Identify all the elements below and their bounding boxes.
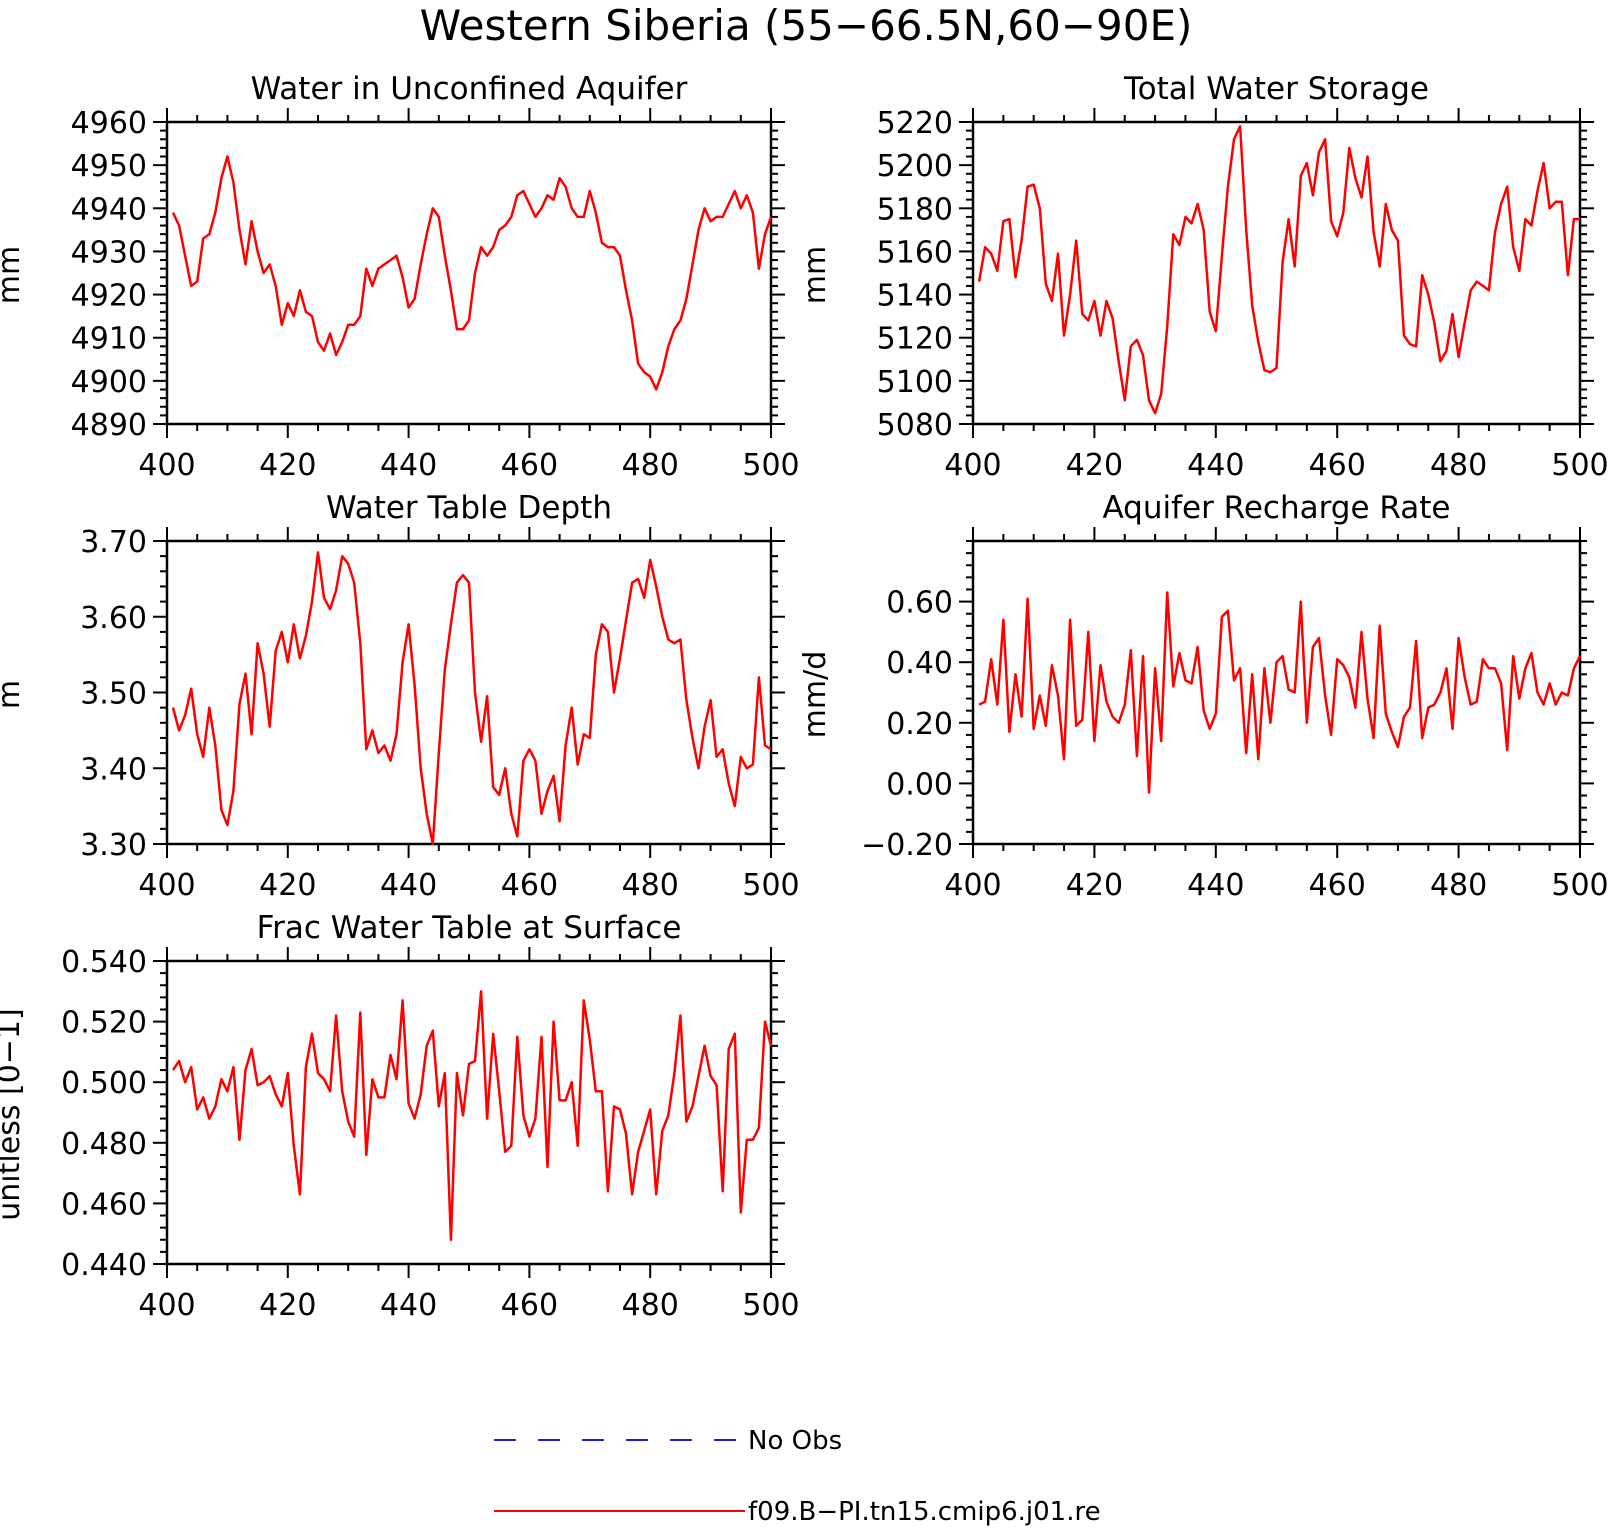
y-tick-label: 0.460 — [61, 1187, 147, 1222]
legend-model-label: f09.B−PI.tn15.cmip6.j01.re — [748, 1497, 1101, 1527]
y-tick-label: 0.60 — [886, 586, 953, 621]
y-tick-label: 0.440 — [61, 1248, 147, 1283]
x-tick-label: 460 — [501, 868, 558, 903]
x-tick-label: 480 — [1430, 868, 1487, 903]
plot-frame — [165, 120, 773, 426]
y-tick-label: −0.20 — [861, 828, 953, 863]
x-tick-label: 440 — [380, 868, 437, 903]
panel-total-water-storage: Total Water Storage mm 400 420 440 460 480 500 5… — [798, 71, 1609, 483]
panel-frac-water-table: Frac Water Table at Surface unitless [0−1… — [0, 910, 800, 1323]
panel-title: Frac Water Table at Surface — [257, 910, 682, 946]
panel-title: Total Water Storage — [1123, 71, 1429, 107]
y-tick-label: 5140 — [877, 279, 953, 314]
x-tick-label: 440 — [1187, 868, 1244, 903]
y-tick-label: 5220 — [877, 106, 953, 141]
y-tick-label: 3.40 — [80, 752, 147, 787]
x-tick-label: 480 — [622, 448, 679, 483]
y-tick-label: 3.70 — [80, 525, 147, 560]
figure-title: Western Siberia (55−66.5N,60−90E) — [420, 1, 1193, 50]
y-axis-label: mm — [0, 246, 27, 304]
y-tick-label: 4920 — [71, 279, 147, 314]
x-tick-label: 420 — [259, 868, 316, 903]
y-axis-label: unitless [0−1] — [0, 1008, 27, 1220]
x-tick-label: 420 — [1066, 448, 1123, 483]
x-tick-label: 400 — [944, 868, 1001, 903]
x-tick-label: 500 — [742, 1288, 799, 1323]
y-tick-label: 0.540 — [61, 945, 147, 980]
x-tick-label: 440 — [380, 448, 437, 483]
y-tick-label: 4890 — [71, 408, 147, 443]
y-tick-label: 4930 — [71, 235, 147, 270]
x-tick-label: 440 — [380, 1288, 437, 1323]
y-tick-label: 5080 — [877, 408, 953, 443]
y-tick-label: 3.30 — [80, 828, 147, 863]
y-tick-label: 0.520 — [61, 1006, 147, 1041]
plot-frame — [971, 120, 1582, 426]
x-tick-label: 420 — [259, 448, 316, 483]
legend: No Obs f09.B−PI.tn15.cmip6.j01.re — [494, 1426, 1101, 1527]
y-tick-label: 0.00 — [886, 767, 953, 802]
y-tick-label: 4960 — [71, 106, 147, 141]
y-tick-label: 5160 — [877, 235, 953, 270]
y-axis-label: mm — [798, 246, 833, 304]
y-tick-label: 5120 — [877, 322, 953, 357]
x-tick-label: 460 — [1309, 868, 1366, 903]
y-tick-label: 5180 — [877, 192, 953, 227]
series-line — [977, 125, 1580, 415]
series-line — [171, 155, 773, 391]
y-tick-label: 4950 — [71, 149, 147, 184]
panel-title: Water in Unconfined Aquifer — [251, 71, 688, 107]
x-tick-label: 460 — [501, 448, 558, 483]
x-tick-label: 480 — [622, 1288, 679, 1323]
y-tick-label: 0.40 — [886, 646, 953, 681]
x-tick-label: 400 — [944, 448, 1001, 483]
y-tick-label: 4940 — [71, 192, 147, 227]
legend-no-obs-label: No Obs — [748, 1426, 842, 1456]
x-tick-label: 420 — [259, 1288, 316, 1323]
y-tick-label: 0.20 — [886, 707, 953, 742]
y-tick-label: 5200 — [877, 149, 953, 184]
x-tick-label: 500 — [742, 448, 799, 483]
y-tick-label: 0.480 — [61, 1127, 147, 1162]
x-tick-label: 420 — [1066, 868, 1123, 903]
y-axis-label: mm/d — [798, 651, 833, 739]
x-tick-label: 480 — [622, 868, 679, 903]
x-tick-label: 500 — [742, 868, 799, 903]
x-tick-label: 400 — [138, 448, 195, 483]
x-tick-label: 400 — [138, 868, 195, 903]
series-line — [171, 551, 772, 846]
y-tick-label: 4900 — [71, 365, 147, 400]
x-tick-label: 500 — [1551, 448, 1608, 483]
x-tick-label: 440 — [1187, 448, 1244, 483]
x-tick-label: 460 — [501, 1288, 558, 1323]
x-tick-label: 400 — [138, 1288, 195, 1323]
panel-water-table-depth: Water Table Depth m 400 420 440 460 480 500 3.30… — [0, 490, 800, 903]
y-tick-label: 4910 — [71, 322, 147, 357]
x-tick-label: 480 — [1430, 448, 1487, 483]
y-tick-label: 3.50 — [80, 677, 147, 712]
series-line — [171, 990, 773, 1242]
x-tick-label: 460 — [1309, 448, 1366, 483]
y-tick-label: 3.60 — [80, 601, 147, 636]
panel-aquifer-recharge-rate: Aquifer Recharge Rate mm/d 400 420 440 460 480… — [798, 490, 1609, 903]
plot-frame — [165, 959, 773, 1266]
plot-frame — [971, 539, 1582, 846]
panel-title: Aquifer Recharge Rate — [1103, 490, 1451, 526]
y-axis-label: m — [0, 680, 27, 709]
x-tick-label: 500 — [1551, 868, 1608, 903]
y-tick-label: 5100 — [877, 365, 953, 400]
panel-unconfined-aquifer: Water in Unconfined Aquifer mm 400 420 440 46… — [0, 71, 800, 483]
panel-title: Water Table Depth — [326, 490, 612, 526]
series-line — [978, 591, 1582, 794]
y-tick-label: 0.500 — [61, 1066, 147, 1101]
